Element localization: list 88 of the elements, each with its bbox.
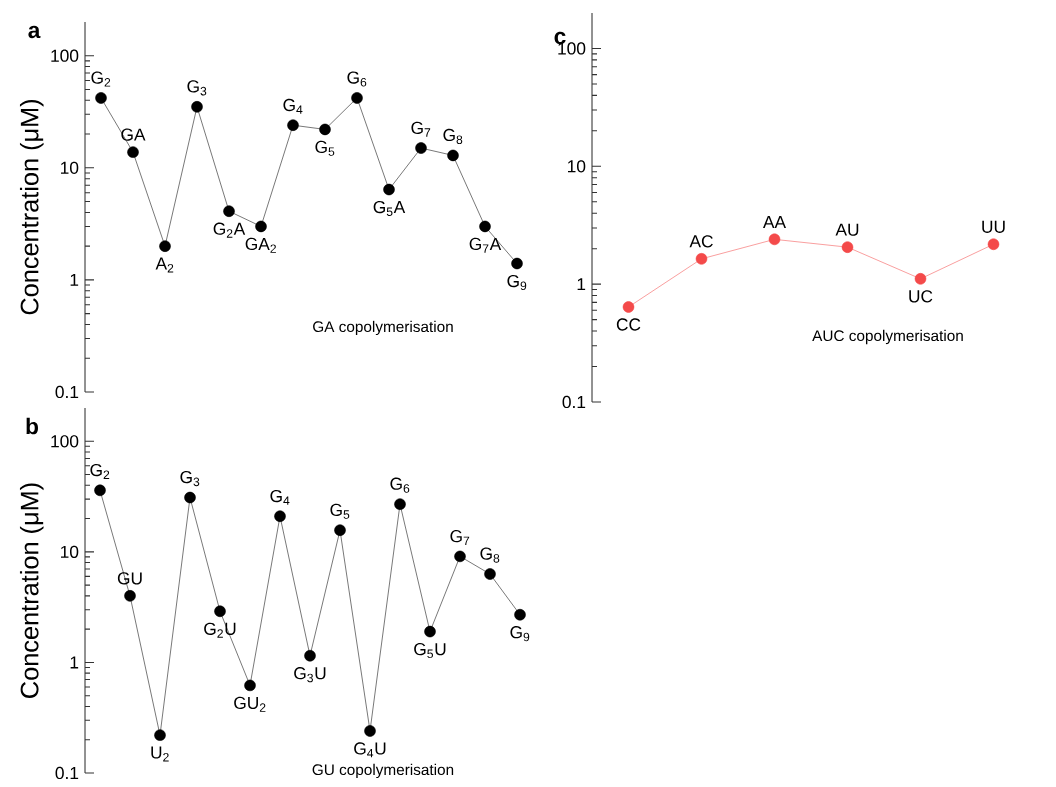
point bbox=[191, 101, 203, 113]
annotation: GU$_{2}$ bbox=[234, 696, 266, 712]
annotation: G$_{5}$ bbox=[330, 503, 350, 519]
point bbox=[987, 238, 1000, 251]
annotation: G$_{4}$U bbox=[354, 742, 386, 758]
y-tick-label: 0.1 bbox=[55, 766, 79, 780]
annotation: G$_{8}$ bbox=[443, 128, 463, 145]
annotation: GU bbox=[117, 572, 142, 585]
point bbox=[447, 149, 459, 162]
annotation: G$_{8}$ bbox=[480, 547, 500, 563]
y-tick-label: 10 bbox=[61, 545, 79, 558]
point bbox=[184, 491, 196, 504]
annotation: G$_{4}$ bbox=[283, 98, 303, 114]
annotation: GA copolymerisation bbox=[313, 320, 453, 336]
annotation: G$_{2}$A bbox=[213, 222, 246, 238]
y-tick-label: 10 bbox=[568, 160, 586, 173]
point bbox=[479, 220, 491, 233]
annotation: A$_{2}$ bbox=[155, 257, 174, 273]
point bbox=[274, 510, 286, 522]
point bbox=[304, 649, 316, 662]
point bbox=[394, 498, 406, 510]
point bbox=[622, 301, 635, 313]
annotation: G$_{7}$A bbox=[469, 237, 502, 253]
point bbox=[319, 123, 331, 136]
annotation: G$_{2}$ bbox=[90, 463, 110, 479]
annotation: G$_{3}$ bbox=[180, 470, 200, 487]
y-tick-label: 100 bbox=[51, 49, 79, 62]
point bbox=[154, 729, 166, 741]
annotation: G$_{3}$U bbox=[294, 667, 326, 683]
point bbox=[424, 625, 436, 638]
y-tick-label: 1 bbox=[577, 278, 586, 291]
annotation: G$_{5}$ bbox=[315, 140, 335, 156]
annotation: G$_{2}$ bbox=[91, 71, 111, 87]
annotation: G$_{6}$ bbox=[390, 477, 410, 493]
point bbox=[287, 119, 299, 131]
point bbox=[364, 725, 376, 737]
point bbox=[454, 550, 466, 563]
annotation: CC bbox=[616, 318, 641, 331]
point bbox=[255, 220, 267, 233]
chart-title: a bbox=[28, 25, 41, 39]
annotation: AC bbox=[689, 235, 713, 248]
annotation: GU copolymerisation bbox=[312, 763, 454, 779]
y-tick-label: 1 bbox=[70, 273, 79, 286]
annotation: UU bbox=[982, 220, 1005, 233]
annotation: G$_{2}$U bbox=[204, 622, 236, 638]
y-axis-title: Concentration (μM) bbox=[19, 99, 44, 315]
point bbox=[95, 92, 107, 104]
annotation: G$_{9}$ bbox=[510, 626, 530, 642]
annotation: G$_{9}$ bbox=[507, 274, 527, 291]
annotation: AA bbox=[762, 216, 787, 228]
point bbox=[484, 568, 496, 580]
point bbox=[415, 142, 427, 154]
annotation: G$_{4}$ bbox=[270, 489, 290, 505]
annotation: G$_{7}$ bbox=[450, 530, 470, 545]
annotation: G$_{5}$A bbox=[373, 200, 406, 216]
annotation: UC bbox=[909, 290, 933, 303]
point bbox=[334, 524, 346, 536]
point bbox=[511, 257, 523, 270]
y-axis-title: Concentration (μM) bbox=[19, 483, 44, 698]
annotation: G$_{3}$ bbox=[187, 80, 207, 96]
annotation: GA$_{2}$ bbox=[245, 237, 276, 253]
annotation: G$_{5}$U bbox=[414, 642, 446, 659]
annotation: GA bbox=[121, 128, 146, 141]
point bbox=[383, 183, 395, 196]
annotation: U$_{2}$ bbox=[151, 746, 169, 762]
point bbox=[841, 241, 854, 253]
point bbox=[768, 233, 781, 246]
point bbox=[94, 484, 106, 497]
point bbox=[159, 240, 171, 252]
point bbox=[695, 253, 708, 265]
point bbox=[244, 679, 256, 692]
point bbox=[127, 146, 139, 158]
point bbox=[124, 590, 136, 602]
y-tick-label: 1 bbox=[70, 656, 79, 669]
y-tick-label: 100 bbox=[51, 435, 79, 448]
annotation: AUC copolymerisation bbox=[812, 329, 963, 345]
y-tick-label: 0.1 bbox=[55, 385, 79, 399]
annotation: G$_{7}$ bbox=[411, 121, 431, 137]
point bbox=[514, 608, 526, 621]
annotation: G$_{6}$ bbox=[347, 71, 367, 87]
point bbox=[214, 605, 226, 618]
annotation: AU bbox=[835, 223, 859, 236]
y-tick-label: 10 bbox=[61, 161, 79, 174]
chart-title: b bbox=[26, 417, 38, 435]
point bbox=[351, 92, 363, 104]
point bbox=[223, 205, 235, 217]
y-tick-label: 0.1 bbox=[562, 395, 586, 409]
point bbox=[914, 273, 927, 285]
